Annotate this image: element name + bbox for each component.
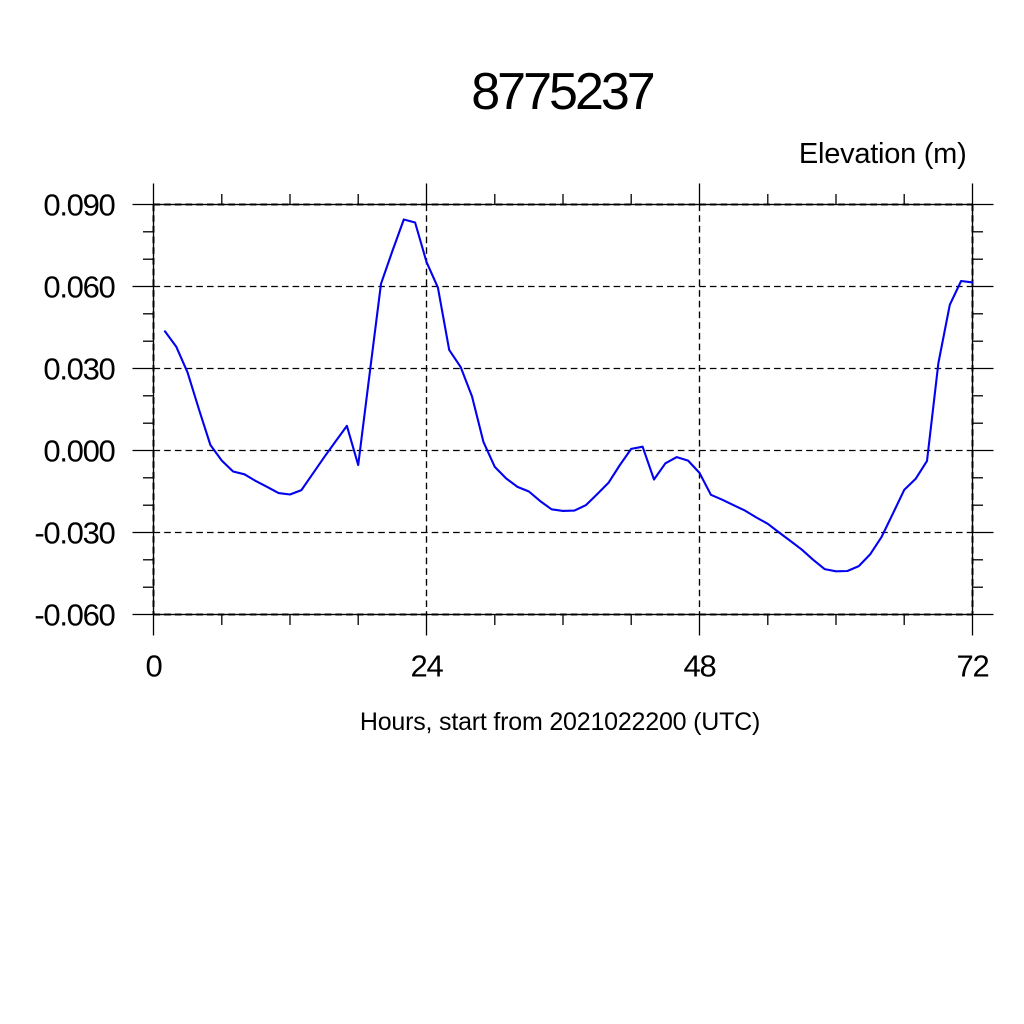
svg-text:-0.060: -0.060 [34, 598, 115, 633]
svg-text:0.090: 0.090 [43, 188, 115, 223]
svg-text:8775237: 8775237 [471, 63, 654, 121]
svg-text:Elevation (m): Elevation (m) [799, 138, 967, 170]
svg-text:48: 48 [684, 649, 716, 684]
svg-text:72: 72 [957, 649, 989, 684]
svg-text:0: 0 [146, 649, 163, 684]
svg-text:Hours, start from 2021022200 (: Hours, start from 2021022200 (UTC) [360, 708, 760, 736]
svg-text:0.000: 0.000 [43, 434, 115, 469]
svg-text:0.060: 0.060 [43, 270, 115, 305]
svg-text:24: 24 [411, 649, 444, 684]
svg-text:0.030: 0.030 [43, 352, 115, 387]
svg-text:-0.030: -0.030 [34, 516, 115, 551]
